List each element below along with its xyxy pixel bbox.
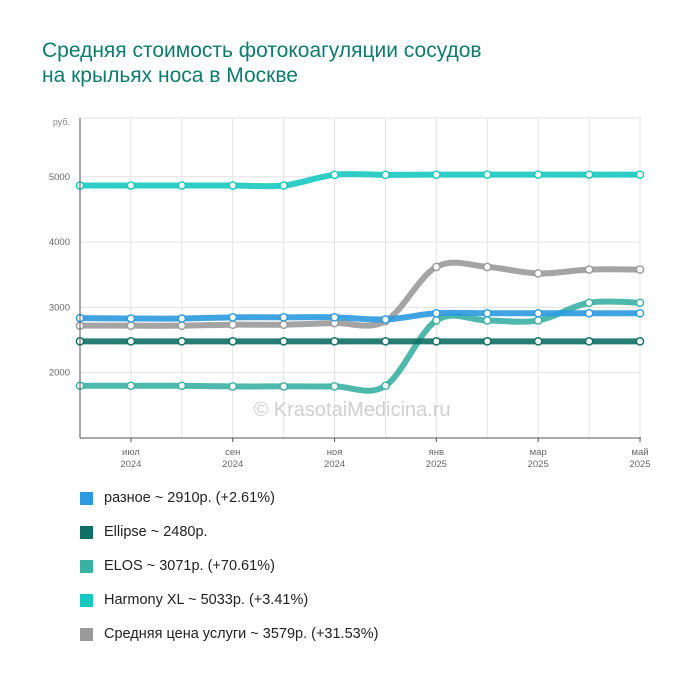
data-point <box>533 269 543 278</box>
legend-swatch <box>80 593 93 607</box>
data-point <box>432 170 441 179</box>
legend-label: разное ~ 2910р. (+2.61%) <box>104 490 275 506</box>
y-tick-label: 4000 <box>49 237 70 248</box>
x-tick-month-label: ноя <box>327 447 343 458</box>
data-point <box>330 313 339 322</box>
chart-title: Средняя стоимость фотокоагуляции сосудов… <box>42 38 662 88</box>
data-point <box>432 316 441 325</box>
legend-label: Harmony XL ~ 5033р. (+3.41%) <box>104 592 309 608</box>
legend-item: Средняя цена услуги ~ 3579р. (+31.53%) <box>80 624 378 644</box>
data-point <box>126 314 136 323</box>
chart-title-line-2: на крыльях носа в Москве <box>42 64 298 87</box>
legend-item: Ellipse ~ 2480р. <box>80 522 208 542</box>
series-line <box>77 309 643 323</box>
data-point <box>482 316 492 325</box>
data-point <box>533 308 543 318</box>
data-point <box>126 337 136 346</box>
data-point <box>330 170 339 180</box>
data-point <box>432 262 441 272</box>
data-point <box>584 265 594 274</box>
legend-swatch <box>80 491 93 505</box>
y-tick-label: 3000 <box>49 302 70 313</box>
data-point <box>279 181 288 190</box>
data-point <box>584 337 594 346</box>
x-tick-month-label: июл <box>122 447 140 458</box>
data-point <box>381 315 390 324</box>
data-point <box>126 321 136 330</box>
data-point <box>482 337 492 346</box>
y-axis-unit: руб. <box>53 117 70 127</box>
watermark-text: © KrasotaiMedicina.ru <box>253 399 450 421</box>
x-tick-year-label: 2025 <box>426 459 447 470</box>
data-point <box>177 314 187 323</box>
x-tick-month-label: сен <box>225 447 240 458</box>
legend-swatch <box>80 525 93 539</box>
legend-swatch <box>80 559 93 573</box>
data-point <box>228 181 238 190</box>
data-point <box>635 337 645 346</box>
y-tick-label: 2000 <box>49 368 70 379</box>
series-elos <box>75 298 645 394</box>
x-axis-ticks: июл2024сен2024ноя2024янв2025мар2025май20… <box>120 438 651 470</box>
y-axis-ticks: 2000 3000 4000 5000 <box>49 172 70 379</box>
data-point <box>279 313 288 322</box>
data-point <box>381 337 390 346</box>
data-point <box>228 337 238 346</box>
data-point <box>330 337 339 346</box>
x-tick-month-label: мар <box>530 447 547 458</box>
data-point <box>482 308 492 318</box>
data-point <box>228 382 238 391</box>
data-point <box>482 262 492 272</box>
data-point <box>432 337 441 346</box>
x-tick-month-label: май <box>631 447 648 458</box>
legend-item: разное ~ 2910р. (+2.61%) <box>80 488 275 508</box>
legend-item: Harmony XL ~ 5033р. (+3.41%) <box>80 590 308 610</box>
x-tick-year-label: 2024 <box>324 459 345 470</box>
data-point <box>228 320 238 329</box>
data-point <box>533 170 543 179</box>
data-point <box>635 308 645 318</box>
data-point <box>533 316 543 325</box>
x-tick-year-label: 2025 <box>629 459 650 470</box>
data-point <box>177 381 187 391</box>
data-point <box>279 337 288 346</box>
data-point <box>279 320 288 329</box>
data-point <box>381 381 390 391</box>
series-line <box>77 171 643 190</box>
data-point <box>177 181 187 190</box>
data-point <box>381 170 390 180</box>
data-point <box>126 381 136 391</box>
data-point <box>635 298 645 308</box>
y-tick-label: 5000 <box>49 172 70 183</box>
data-point <box>482 170 492 179</box>
chart-title-line-1: Средняя стоимость фотокоагуляции сосудов <box>42 39 482 62</box>
data-point <box>228 313 238 322</box>
data-point <box>177 337 187 346</box>
x-tick-month-label: янв <box>429 447 444 458</box>
legend-label: Ellipse ~ 2480р. <box>104 524 208 540</box>
legend-label: ELOS ~ 3071р. (+70.61%) <box>104 558 275 574</box>
series-lines <box>75 170 645 394</box>
data-point <box>533 337 543 346</box>
x-tick-year-label: 2025 <box>528 459 549 470</box>
legend-swatch <box>80 627 93 641</box>
legend-label: Средняя цена услуги ~ 3579р. (+31.53%) <box>104 626 379 642</box>
data-point <box>126 181 136 190</box>
data-point <box>279 382 288 391</box>
series-harmony-xl <box>75 170 645 190</box>
series-ellipse <box>75 337 645 346</box>
data-point <box>584 308 594 318</box>
x-tick-year-label: 2024 <box>120 459 141 470</box>
data-point <box>635 170 645 179</box>
data-point <box>584 170 594 179</box>
data-point <box>177 321 187 330</box>
legend-item: ELOS ~ 3071р. (+70.61%) <box>80 556 275 576</box>
data-point <box>635 265 645 274</box>
data-point <box>432 308 441 318</box>
series-разное <box>75 308 645 324</box>
x-tick-year-label: 2024 <box>222 459 243 470</box>
data-point <box>330 382 339 391</box>
data-point <box>584 298 594 308</box>
